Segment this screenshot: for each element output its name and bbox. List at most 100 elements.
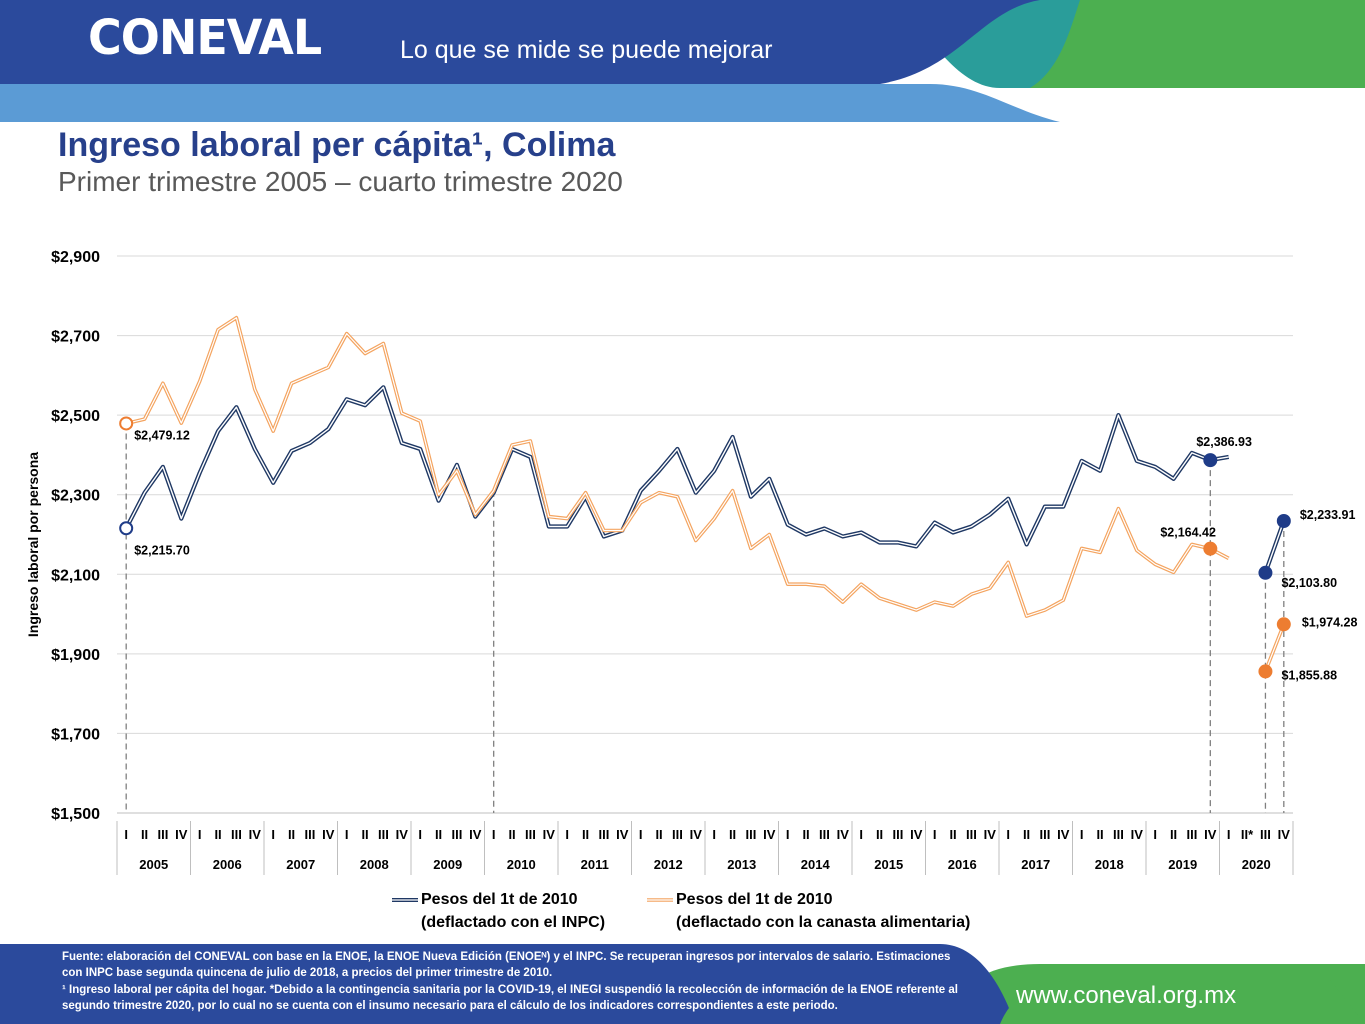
quarter-tick-label: IV xyxy=(1131,827,1144,842)
footer-banner xyxy=(0,944,1365,1024)
quarter-tick-label: III xyxy=(1187,827,1198,842)
quarter-tick-label: I xyxy=(124,827,128,842)
line-chart: $1,500 $1,700 $1,900 $2,100 $2,300 $2,500 $2,7… xyxy=(25,249,1358,902)
quarter-tick-label: IV xyxy=(249,827,262,842)
legend-label-canasta: Pesos del 1t de 2010 (deflactado con la … xyxy=(676,888,970,934)
header-tagline: Lo que se mide se puede mejorar xyxy=(400,36,773,64)
quarter-tick-label: IV xyxy=(1204,827,1217,842)
series-line-canasta xyxy=(1264,624,1285,672)
year-tick-label: 2008 xyxy=(360,857,389,872)
y-tick-label: $2,500 xyxy=(51,408,100,425)
quarter-tick-label: II xyxy=(949,827,956,842)
coneval-logo: CONEVAL xyxy=(88,8,322,66)
data-label: $2,479.12 xyxy=(134,428,190,442)
quarter-tick-label: III xyxy=(378,827,389,842)
quarter-tick-label: II xyxy=(802,827,809,842)
y-tick-label: $2,300 xyxy=(51,488,100,505)
footer-notes: Fuente: elaboración del CONEVAL con base… xyxy=(62,950,962,1016)
grid-lines xyxy=(117,255,1293,814)
data-label: $2,386.93 xyxy=(1196,435,1252,449)
year-tick-label: 2007 xyxy=(286,857,315,872)
quarter-tick-label: II xyxy=(214,827,221,842)
legend-inpc-line1: Pesos del 1t de 2010 xyxy=(421,891,578,908)
series-markers: $2,479.12 $2,215.70 $2,386.93 $2,164.42 $2,1… xyxy=(119,416,1358,682)
quarter-tick-label: II xyxy=(141,827,148,842)
quarter-tick-label: IV xyxy=(910,827,923,842)
quarter-tick-label: III xyxy=(525,827,536,842)
year-tick-label: 2006 xyxy=(213,857,242,872)
year-tick-label: 2017 xyxy=(1021,857,1050,872)
data-point-marker xyxy=(1258,664,1273,679)
reference-lines xyxy=(125,423,1285,813)
quarter-tick-label: III xyxy=(1260,827,1271,842)
quarter-tick-label: IV xyxy=(763,827,776,842)
website-link[interactable]: www.coneval.org.mx xyxy=(1016,982,1237,1009)
year-tick-label: 2011 xyxy=(581,857,609,872)
footer-note: ¹ Ingreso laboral per cápita del hogar. … xyxy=(62,984,958,1012)
quarter-tick-label: III xyxy=(305,827,316,842)
quarter-tick-label: I xyxy=(786,827,790,842)
quarter-tick-label: I xyxy=(492,827,496,842)
series-line-inpc xyxy=(1264,520,1285,574)
quarter-tick-label: I xyxy=(1006,827,1010,842)
quarter-tick-label: I xyxy=(198,827,202,842)
quarter-tick-label: II xyxy=(361,827,368,842)
quarter-tick-label: I xyxy=(712,827,716,842)
y-tick-label: $2,900 xyxy=(51,249,100,266)
series-line-inpc-outline xyxy=(124,385,1230,549)
quarter-tick-label: III xyxy=(819,827,830,842)
quarter-tick-label: IV xyxy=(469,827,482,842)
axis-labels: $1,500 $1,700 $1,900 $2,100 $2,300 $2,500 $2,7… xyxy=(25,249,1294,875)
quarter-tick-label: II xyxy=(729,827,736,842)
quarter-tick-label: I xyxy=(1153,827,1157,842)
year-tick-label: 2010 xyxy=(507,857,536,872)
quarter-tick-label: I xyxy=(418,827,422,842)
year-tick-label: 2019 xyxy=(1168,857,1197,872)
quarter-tick-label: II* xyxy=(1241,827,1254,842)
data-label: $1,974.28 xyxy=(1302,615,1358,629)
quarter-tick-label: IV xyxy=(396,827,409,842)
year-tick-label: 2014 xyxy=(801,857,831,872)
quarter-tick-label: II xyxy=(288,827,295,842)
year-tick-label: 2018 xyxy=(1095,857,1124,872)
quarter-tick-label: II xyxy=(1170,827,1177,842)
quarter-tick-label: II xyxy=(582,827,589,842)
data-label: $2,215.70 xyxy=(134,543,190,557)
legend-canasta-line1: Pesos del 1t de 2010 xyxy=(676,891,833,908)
data-label: $2,164.42 xyxy=(1160,526,1216,540)
y-axis-label: Ingreso laboral por persona xyxy=(25,452,41,637)
quarter-tick-label: III xyxy=(1113,827,1124,842)
quarter-tick-label: I xyxy=(345,827,349,842)
year-tick-label: 2009 xyxy=(433,857,462,872)
data-label: $2,233.91 xyxy=(1300,508,1356,522)
header-banner xyxy=(0,0,1365,125)
quarter-tick-label: I xyxy=(859,827,863,842)
quarter-tick-label: III xyxy=(231,827,242,842)
quarter-tick-label: I xyxy=(565,827,569,842)
quarter-tick-label: II xyxy=(876,827,883,842)
quarter-tick-label: II xyxy=(1096,827,1103,842)
y-tick-label: $2,700 xyxy=(51,329,100,346)
series-lines xyxy=(124,315,1286,673)
legend-canasta-line2: (deflactado con la canasta alimentaria) xyxy=(676,914,971,931)
quarter-tick-label: IV xyxy=(175,827,188,842)
data-label: $1,855.88 xyxy=(1281,668,1337,682)
legend-label-inpc: Pesos del 1t de 2010 (deflactado con el … xyxy=(421,888,605,934)
quarter-tick-label: III xyxy=(1040,827,1051,842)
quarter-tick-label: I xyxy=(1227,827,1231,842)
quarter-tick-label: IV xyxy=(1057,827,1070,842)
data-label: $2,103.80 xyxy=(1281,576,1337,590)
year-tick-label: 2013 xyxy=(727,857,756,872)
data-point-marker xyxy=(1203,541,1218,556)
year-tick-label: 2016 xyxy=(948,857,977,872)
quarter-tick-label: II xyxy=(508,827,515,842)
chart-title: Ingreso laboral per cápita¹, Colima xyxy=(58,126,616,164)
y-tick-label: $1,900 xyxy=(51,647,100,664)
quarter-tick-label: IV xyxy=(984,827,997,842)
quarter-tick-label: III xyxy=(158,827,169,842)
data-point-marker xyxy=(1203,453,1218,468)
quarter-tick-label: IV xyxy=(322,827,335,842)
series-line-canasta xyxy=(126,317,1229,617)
footer-source: Fuente: elaboración del CONEVAL con base… xyxy=(62,951,951,979)
quarter-tick-label: II xyxy=(435,827,442,842)
